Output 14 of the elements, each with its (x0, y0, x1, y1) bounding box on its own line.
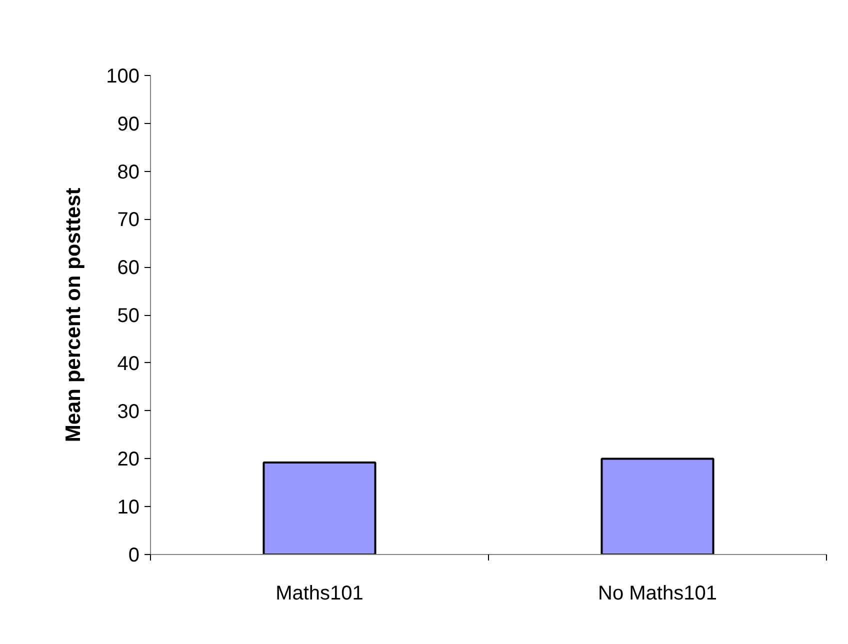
y-tick-label: 80 (117, 161, 140, 184)
y-tick-label: 30 (117, 400, 140, 423)
y-tick-label: 40 (117, 352, 140, 375)
y-tick-label: 100 (106, 66, 140, 88)
x-tick-label: No Maths101 (598, 582, 717, 604)
y-tick-label: 20 (117, 448, 140, 471)
y-tick-label: 0 (128, 544, 140, 566)
y-tick-label: 60 (117, 257, 140, 280)
y-tick-label: 90 (117, 113, 140, 136)
x-tick-label: Maths101 (276, 582, 364, 604)
y-tick-label: 70 (117, 209, 140, 232)
y-tick-label: 10 (117, 496, 140, 519)
y-axis-title: Mean percent on posttest (62, 188, 86, 442)
y-tick-label: 50 (117, 305, 140, 327)
